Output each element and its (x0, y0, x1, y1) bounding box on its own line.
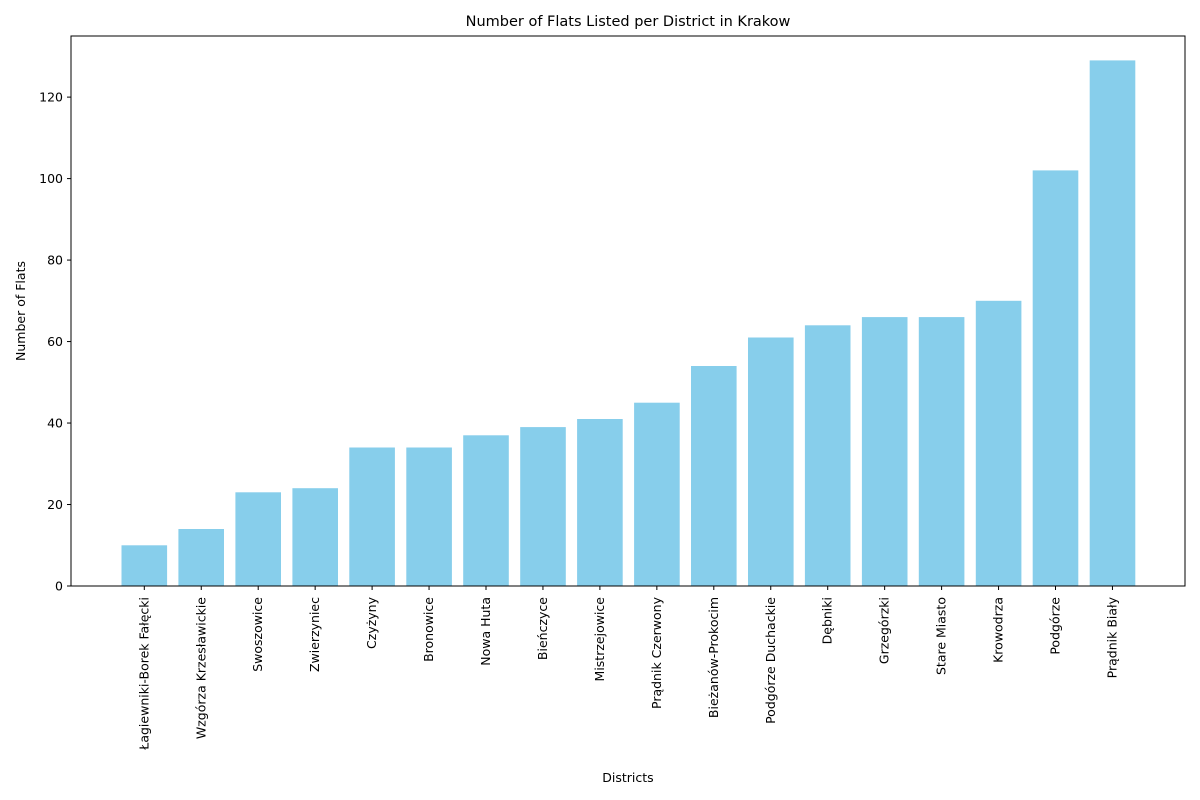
y-tick-label: 100 (39, 171, 63, 186)
bar (1032, 170, 1079, 586)
y-tick-label: 20 (47, 497, 63, 512)
x-tick-label: Zwierzyniec (307, 597, 322, 672)
bar (1089, 60, 1136, 586)
chart-title: Number of Flats Listed per District in K… (466, 14, 791, 30)
x-tick-label: Prądnik Czerwony (649, 596, 664, 709)
y-axis-label: Number of Flats (13, 261, 28, 361)
bar (861, 317, 908, 586)
x-tick-label: Czyżyny (364, 596, 379, 649)
bar (748, 337, 794, 586)
x-axis-ticks: Łagiewniki-Borek Fałęcki Wzgórza Krzesław… (136, 586, 1119, 751)
x-tick-label: Krowodrza (991, 597, 1006, 663)
bars-group (121, 60, 1136, 586)
y-tick-label: 80 (47, 253, 63, 268)
y-tick-label: 0 (55, 579, 63, 594)
bar (292, 488, 338, 586)
bar (463, 435, 509, 586)
x-axis-label: Districts (602, 770, 653, 785)
x-tick-label: Bieżanów-Prokocim (706, 597, 721, 718)
x-tick-label: Wzgórza Krzesławickie (193, 597, 208, 739)
plot-frame (70, 35, 1186, 587)
bar (406, 447, 452, 586)
bar (577, 419, 623, 586)
bar (634, 402, 680, 586)
bar (975, 300, 1022, 586)
x-tick-label: Podgórze (1048, 597, 1063, 655)
x-tick-label: Bronowice (421, 597, 436, 662)
x-tick-label: Swoszowice (250, 597, 265, 672)
y-tick-label: 40 (47, 416, 63, 431)
x-tick-label: Bieńczyce (535, 597, 550, 660)
y-tick-label: 60 (47, 334, 63, 349)
x-tick-label: Podgórze Duchackie (763, 597, 778, 724)
x-tick-label: Mistrzejowice (592, 597, 607, 682)
bar (178, 529, 224, 586)
bar (918, 317, 965, 586)
x-tick-label: Prądnik Biały (1104, 596, 1119, 678)
bar (349, 447, 395, 586)
bar (520, 427, 566, 586)
x-tick-label: Łagiewniki-Borek Fałęcki (136, 597, 151, 751)
bar (235, 492, 281, 586)
bar (121, 545, 168, 586)
y-tick-label: 120 (39, 90, 63, 105)
x-tick-label: Stare Miasto (934, 597, 949, 675)
y-axis-ticks: 0 20 40 60 80 100 120 (39, 90, 71, 594)
bar (691, 366, 737, 586)
x-tick-label: Grzegórzki (877, 597, 892, 664)
x-tick-label: Dębniki (820, 597, 835, 644)
x-tick-label: Nowa Huta (478, 597, 493, 666)
bar (804, 325, 851, 586)
